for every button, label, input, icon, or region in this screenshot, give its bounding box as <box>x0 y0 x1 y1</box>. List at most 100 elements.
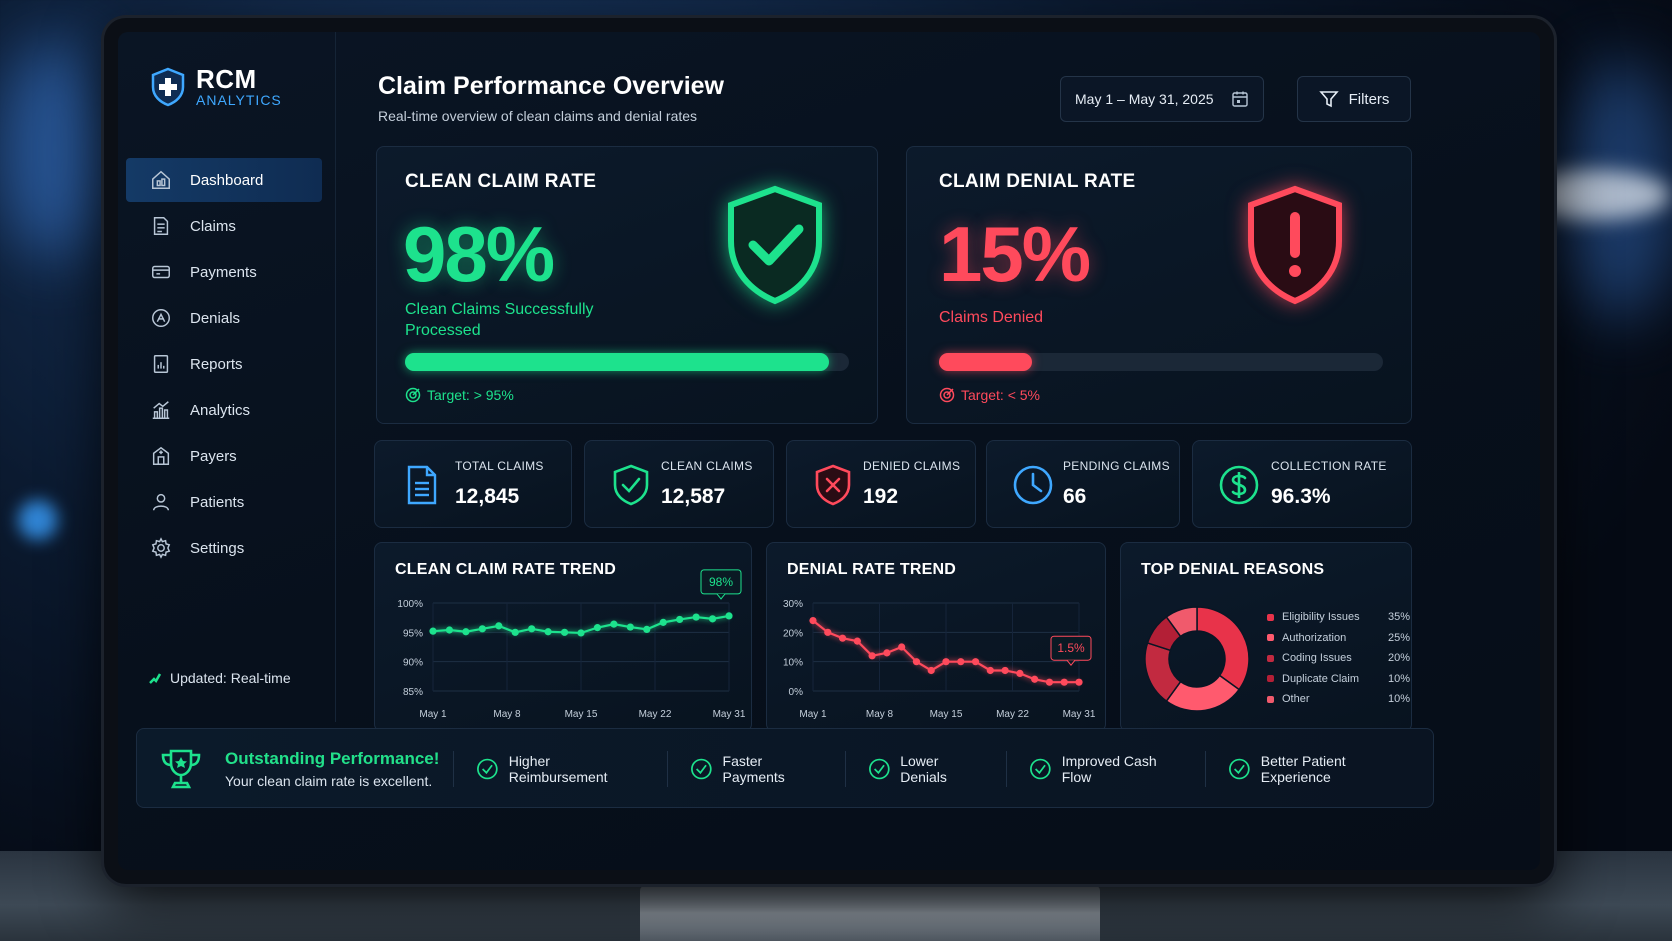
benefit-item: Lower Denials <box>844 751 1006 787</box>
stat-value: 12,587 <box>661 485 726 508</box>
sidebar: RCM ANALYTICS Dashboard Claims Payments … <box>118 32 336 722</box>
sidebar-item-payments[interactable]: Payments <box>126 250 322 294</box>
stat-label: PENDING CLAIMS <box>1063 459 1170 473</box>
sidebar-item-label: Payers <box>190 447 237 465</box>
legend-item: Authorization 25% <box>1267 628 1410 649</box>
sidebar-item-denials[interactable]: Denials <box>126 296 322 340</box>
sidebar-item-payers[interactable]: Payers <box>126 434 322 478</box>
benefit-item: Better Patient Experience <box>1205 751 1433 787</box>
performance-banner: Outstanding Performance! Your clean clai… <box>136 728 1434 808</box>
calendar-icon <box>1232 91 1248 107</box>
data-point <box>912 658 921 666</box>
x-tick-label: May 22 <box>996 709 1029 720</box>
denial-rate-trend-card[interactable]: DENIAL RATE TREND 30% 20% 10% 0% May 1 May 8 M… <box>766 542 1106 732</box>
pulse-icon <box>149 673 162 684</box>
data-point <box>462 628 470 636</box>
claim-denial-rate-desc: Claims Denied <box>939 309 1044 326</box>
legend-label: Duplicate Claim <box>1282 672 1360 685</box>
legend-item: Other 10% <box>1267 689 1410 710</box>
sidebar-item-label: Patients <box>190 493 245 511</box>
clean-claim-progress-bar <box>405 353 849 371</box>
x-tick-label: May 15 <box>565 709 598 720</box>
legend-swatch <box>1267 634 1274 642</box>
target-icon <box>939 387 955 403</box>
latest-value-callout: 98% <box>700 569 742 600</box>
data-point <box>971 658 980 666</box>
stat-card-clean-claims[interactable]: CLEAN CLAIMS 12,587 <box>584 440 774 528</box>
denial-target: Target: < 5% <box>939 387 1040 403</box>
sidebar-item-claims[interactable]: Claims <box>126 204 322 248</box>
data-point <box>544 628 552 636</box>
filters-label: Filters <box>1348 90 1390 108</box>
sidebar-item-settings[interactable]: Settings <box>126 526 322 570</box>
data-point <box>643 625 651 633</box>
clock-icon <box>1013 465 1053 505</box>
x-tick-label: May 15 <box>930 709 963 720</box>
data-point <box>957 658 965 666</box>
data-point <box>942 658 950 666</box>
clean-claim-trend-chart: 100% 95% 90% 85% May 1 May 8 May 15 May 22 May 3… <box>397 569 746 720</box>
page-subtitle: Real-time overview of clean claims and d… <box>378 108 698 124</box>
top-denial-reasons-card[interactable]: TOP DENIAL REASONS Eligibility Issues 35%… <box>1120 542 1412 732</box>
stat-card-denied-claims[interactable]: DENIED CLAIMS 192 <box>786 440 976 528</box>
check-circle-icon <box>1030 758 1051 780</box>
benefit-label: Higher Reimbursement <box>508 753 608 785</box>
donut-slice <box>1165 606 1198 638</box>
data-point <box>676 615 684 624</box>
claim-denial-rate-card[interactable]: CLAIM DENIAL RATE 15% Claims Denied Targ… <box>906 146 1412 424</box>
benefit-item: Higher Reimbursement <box>453 751 667 787</box>
legend-value: 10% <box>1387 672 1410 685</box>
legend-value: 35% <box>1387 611 1410 624</box>
sidebar-item-label: Settings <box>190 539 245 557</box>
data-point <box>429 627 437 635</box>
clean-claim-rate-desc: Clean Claims Successfully Processed <box>405 301 594 339</box>
legend-value: 10% <box>1387 693 1410 706</box>
app-logo[interactable]: RCM ANALYTICS <box>150 66 282 108</box>
app-subtitle: ANALYTICS <box>196 92 282 108</box>
clean-claim-target-text: Target: > 95% <box>427 387 514 403</box>
date-range-picker[interactable]: May 1 – May 31, 2025 <box>1060 76 1264 122</box>
benefit-label: Better Patient Experience <box>1260 753 1346 785</box>
legend-value: 20% <box>1387 652 1410 665</box>
legend-item: Duplicate Claim 10% <box>1267 669 1410 690</box>
legend-label: Other <box>1282 693 1310 706</box>
callout-text: 1.5% <box>1057 641 1085 655</box>
dashboard-icon <box>152 170 170 189</box>
filters-button[interactable]: Filters <box>1297 76 1411 122</box>
stat-card-total-claims[interactable]: TOTAL CLAIMS 12,845 <box>374 440 572 528</box>
stat-value: 66 <box>1063 485 1087 508</box>
callout-text: 98% <box>709 575 733 589</box>
data-point <box>824 628 832 636</box>
y-tick-label: 30% <box>783 599 803 610</box>
updated-status: Updated: Real-time <box>148 670 291 686</box>
sidebar-item-patients[interactable]: Patients <box>126 480 322 524</box>
denial-rate-trend-chart: 30% 20% 10% 0% May 1 May 8 May 15 May 22 May 31 1… <box>783 599 1096 720</box>
sidebar-item-label: Reports <box>190 355 243 373</box>
data-point <box>868 652 876 660</box>
updated-label: Updated: Real-time <box>170 670 291 686</box>
stat-card-collection-rate[interactable]: COLLECTION RATE 96.3% <box>1192 440 1412 528</box>
data-point <box>478 625 486 633</box>
data-point <box>692 613 700 621</box>
stat-value: 96.3% <box>1271 485 1331 508</box>
data-point <box>1001 666 1009 675</box>
denials-icon <box>152 309 170 327</box>
sidebar-item-analytics[interactable]: Analytics <box>126 388 322 432</box>
clean-claim-trend-card[interactable]: CLEAN CLAIM RATE TREND 100% 95% 90% 85% May … <box>374 542 752 732</box>
sidebar-item-dashboard[interactable]: Dashboard <box>126 158 322 202</box>
check-circle-icon <box>477 758 498 780</box>
stat-card-pending-claims[interactable]: PENDING CLAIMS 66 <box>986 440 1180 528</box>
data-point <box>838 634 847 642</box>
data-point <box>495 622 503 630</box>
data-point <box>927 666 935 675</box>
sidebar-nav: Dashboard Claims Payments Denials Report… <box>126 158 322 572</box>
y-tick-label: 95% <box>403 628 423 639</box>
payers-icon <box>152 446 170 465</box>
sidebar-item-reports[interactable]: Reports <box>126 342 322 386</box>
benefit-item: Faster Payments <box>666 751 845 787</box>
data-point <box>1060 678 1068 686</box>
clean-claim-rate-card[interactable]: CLEAN CLAIM RATE 98% Clean Claims Succes… <box>376 146 878 424</box>
data-point <box>898 643 906 651</box>
sidebar-item-label: Analytics <box>190 401 251 419</box>
shield-cross-icon <box>151 67 185 107</box>
